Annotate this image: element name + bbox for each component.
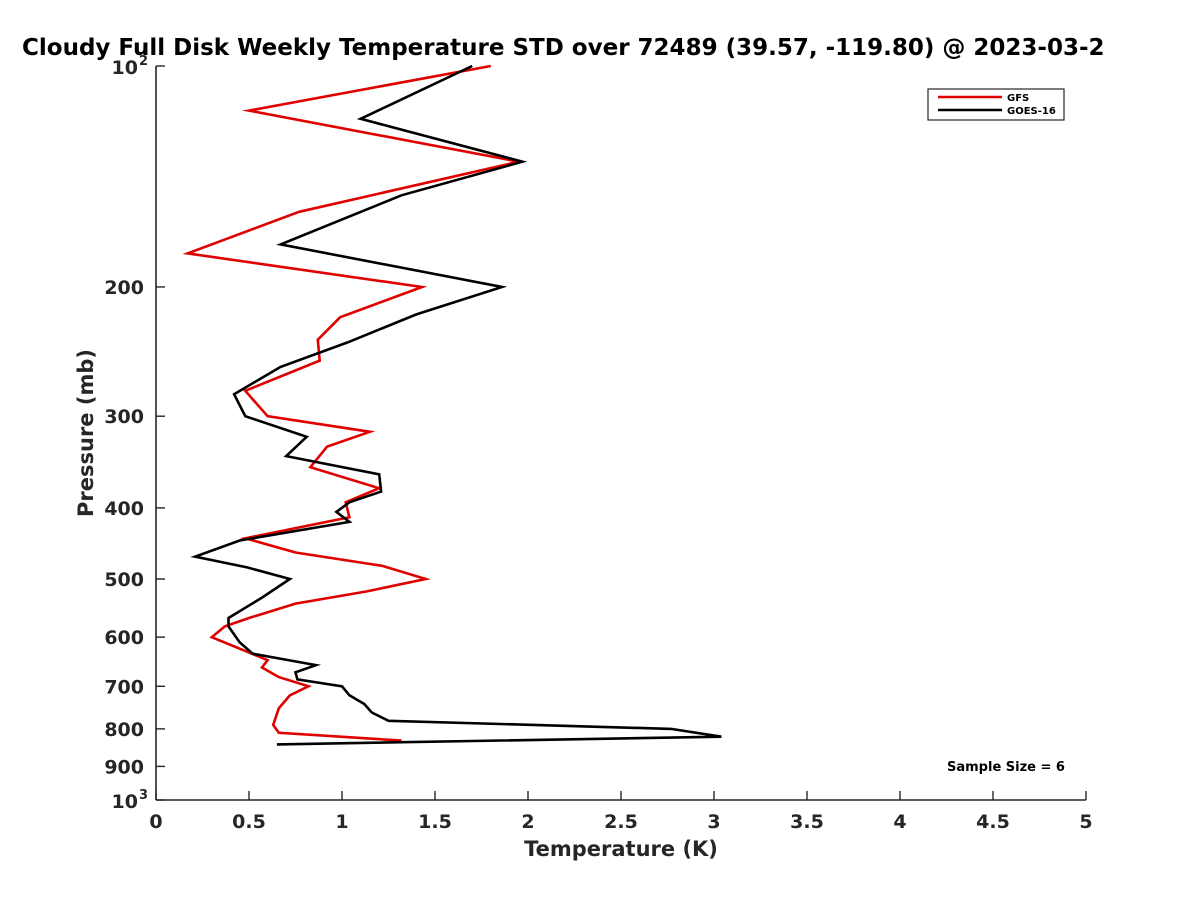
x-tick-label: 4.5 bbox=[976, 811, 1010, 833]
y-tick-label: 800 bbox=[104, 719, 144, 741]
y-tick-label: 200 bbox=[104, 277, 144, 299]
y-tick-label: 700 bbox=[104, 676, 144, 698]
series-line-goes16 bbox=[190, 64, 722, 746]
x-tick-label: 4 bbox=[893, 811, 906, 833]
x-tick-label: 5 bbox=[1079, 811, 1092, 833]
y-tick-label: 400 bbox=[104, 498, 144, 520]
y-tick-label: 900 bbox=[104, 756, 144, 778]
x-tick-label: 3.5 bbox=[790, 811, 824, 833]
x-tick-label: 2 bbox=[521, 811, 534, 833]
y-tick-label-exponent: 3 bbox=[139, 788, 148, 803]
x-tick-label: 1 bbox=[335, 811, 348, 833]
x-tick-label: 0 bbox=[149, 811, 162, 833]
x-tick-label: 0.5 bbox=[232, 811, 266, 833]
ticks-layer: 0 0.5 1 1.5 2 2.5 3 3.5 4 4.5 510 22003004005006007… bbox=[104, 54, 1092, 833]
sample-size-annotation: Sample Size = 6 bbox=[947, 760, 1065, 775]
chart-title: Cloudy Full Disk Weekly Temperature STD … bbox=[22, 35, 1105, 61]
y-axis-title: Pressure (mb) bbox=[74, 349, 98, 517]
x-tick-label: 3 bbox=[707, 811, 720, 833]
series-line-gfs bbox=[182, 64, 526, 742]
y-tick-label-exponent: 2 bbox=[139, 54, 148, 69]
x-axis-title: Temperature (K) bbox=[524, 837, 718, 861]
legend-box bbox=[927, 88, 1065, 121]
x-tick-label: 2.5 bbox=[604, 811, 638, 833]
x-tick-label: 1.5 bbox=[418, 811, 452, 833]
y-tick-label: 10 bbox=[112, 791, 138, 813]
legend: GFS GOES-16 bbox=[927, 88, 1065, 121]
y-tick-label: 10 bbox=[112, 57, 138, 79]
legend-label-goes16: GOES-16 bbox=[1007, 106, 1056, 117]
legend-label-gfs: GFS bbox=[1007, 93, 1029, 104]
y-tick-label: 600 bbox=[104, 627, 144, 649]
y-tick-label: 300 bbox=[104, 406, 144, 428]
y-tick-label: 500 bbox=[104, 569, 144, 591]
series-layer bbox=[182, 64, 722, 746]
